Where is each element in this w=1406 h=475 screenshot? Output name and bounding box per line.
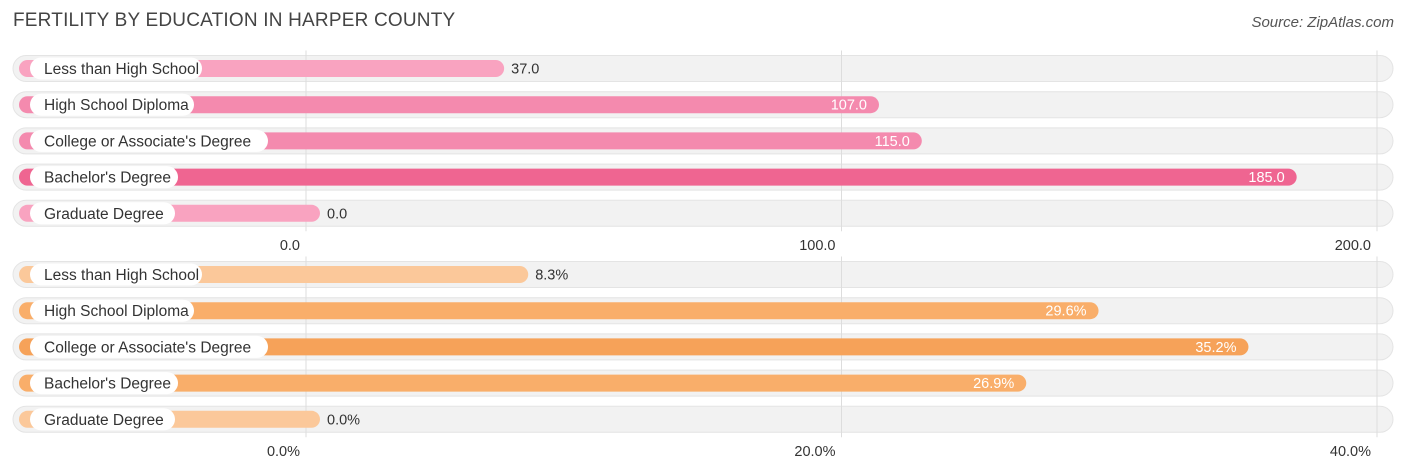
value-label: 26.9% xyxy=(973,376,1014,392)
category-label-pill xyxy=(30,166,178,189)
category-label: College or Associate's Degree xyxy=(44,133,251,150)
category-label-pill xyxy=(30,299,194,322)
category-label: High School Diploma xyxy=(44,97,189,114)
chart-panel-2: Less than High School 8.3% High School Dip… xyxy=(12,256,1394,460)
category-label: Less than High School xyxy=(44,267,199,284)
category-label-pill xyxy=(30,263,202,286)
category-label-pill xyxy=(30,372,178,395)
bar xyxy=(19,168,1297,186)
bar xyxy=(19,302,1099,320)
tick-label: 0.0% xyxy=(267,444,300,460)
chart-panel-1: Less than High School 37.0 High School Dip… xyxy=(12,50,1394,254)
category-label: Graduate Degree xyxy=(44,206,164,223)
tick-label: 40.0% xyxy=(1330,444,1371,460)
row-background xyxy=(12,405,1394,433)
category-label-pill xyxy=(30,57,202,80)
bar xyxy=(19,374,1027,392)
value-label: 29.6% xyxy=(1045,304,1086,320)
category-label-pill xyxy=(30,129,268,152)
row-background xyxy=(12,199,1394,227)
bar xyxy=(19,338,1249,356)
source-credit: Source: ZipAtlas.com xyxy=(1251,14,1394,31)
value-label: 185.0 xyxy=(1248,170,1284,186)
category-label: High School Diploma xyxy=(44,303,189,320)
tick-label: 100.0 xyxy=(799,238,835,254)
value-label: 8.3% xyxy=(535,268,568,284)
category-label: Bachelor's Degree xyxy=(44,170,171,187)
bar xyxy=(19,96,879,114)
category-label-pill xyxy=(30,202,175,225)
category-label: Less than High School xyxy=(44,61,199,78)
value-label: 115.0 xyxy=(875,134,910,150)
chart-title: FERTILITY BY EDUCATION IN HARPER COUNTY xyxy=(13,10,456,31)
category-label-pill xyxy=(30,335,268,358)
category-label-pill xyxy=(30,408,175,431)
tick-label: 20.0% xyxy=(794,444,835,460)
value-label: 107.0 xyxy=(831,98,867,114)
value-label: 37.0 xyxy=(511,62,539,78)
category-label-pill xyxy=(30,93,194,116)
tick-label: 0.0 xyxy=(280,238,300,254)
tick-label: 200.0 xyxy=(1335,238,1371,254)
value-label: 0.0 xyxy=(327,206,347,222)
category-label: Graduate Degree xyxy=(44,412,164,429)
value-label: 35.2% xyxy=(1195,340,1236,356)
category-label: Bachelor's Degree xyxy=(44,376,171,393)
category-label: College or Associate's Degree xyxy=(44,339,251,356)
value-label: 0.0% xyxy=(327,412,360,428)
